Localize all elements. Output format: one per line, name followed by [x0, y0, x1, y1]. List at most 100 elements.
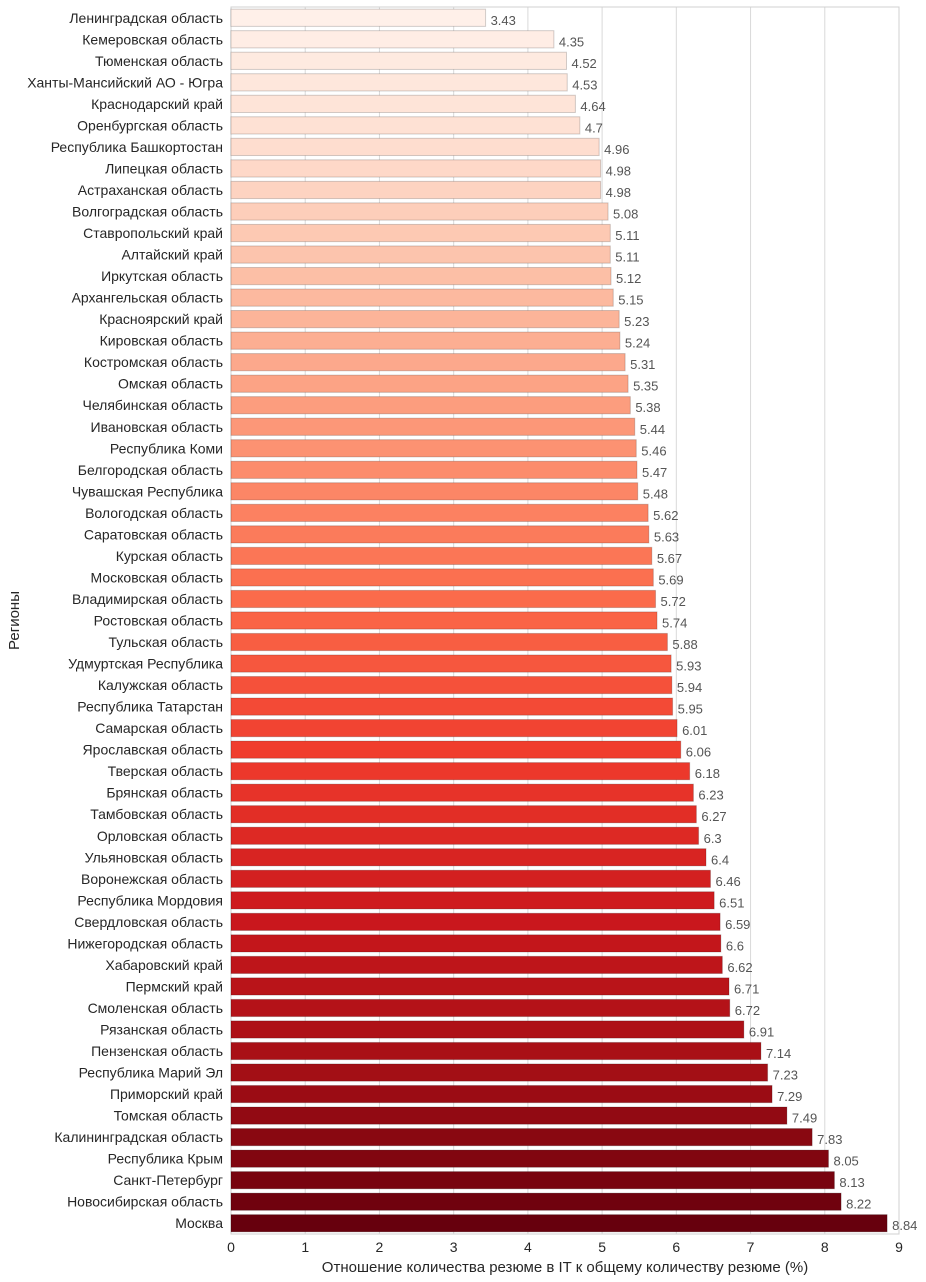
- category-label: Нижегородская область: [67, 935, 223, 951]
- bar: [230, 546, 653, 566]
- data-label: 7.83: [817, 1132, 842, 1147]
- category-label: Воронежская область: [81, 871, 223, 887]
- bar: [230, 525, 650, 544]
- bar: [230, 977, 730, 996]
- category-label: Республика Крым: [108, 1151, 223, 1167]
- data-label: 7.23: [773, 1068, 798, 1083]
- data-label: 6.6: [726, 938, 744, 953]
- data-label: 8.84: [892, 1218, 917, 1233]
- bar: [230, 869, 711, 888]
- bar: [230, 568, 654, 587]
- bar: [230, 482, 639, 501]
- bar: [230, 51, 567, 70]
- x-axis-ticks: 0 1 2 3 4 5 6 7 8 9: [227, 1239, 903, 1255]
- bar: [230, 353, 626, 372]
- category-label: Тюменская область: [95, 53, 223, 69]
- category-label: Республика Марий Эл: [79, 1065, 223, 1081]
- bar: [230, 697, 674, 716]
- data-label: 5.63: [654, 529, 679, 544]
- bar: [230, 159, 602, 178]
- bar: [230, 288, 614, 307]
- bar: [230, 719, 678, 738]
- bar: [230, 805, 697, 824]
- bar: [230, 675, 673, 695]
- bar: [230, 611, 658, 630]
- category-label: Рязанская область: [100, 1022, 223, 1038]
- data-label: 5.46: [641, 443, 666, 458]
- data-label: 4.96: [604, 142, 629, 157]
- data-label: 6.01: [682, 723, 707, 738]
- category-label: Тульская область: [109, 634, 223, 650]
- x-tick-label: 1: [301, 1239, 309, 1255]
- bar: [230, 116, 581, 135]
- category-label: Тамбовская область: [90, 806, 223, 822]
- x-tick-label: 7: [747, 1239, 755, 1255]
- data-label: 7.29: [777, 1089, 802, 1104]
- category-label: Республика Татарстан: [77, 699, 223, 715]
- category-label: Брянская область: [106, 785, 223, 801]
- bar: [230, 396, 631, 415]
- category-label: Владимирская область: [72, 591, 223, 607]
- bar: [230, 266, 612, 286]
- x-axis-title: Отношение количества резюме в IT к общем…: [322, 1259, 808, 1276]
- bar: [230, 137, 600, 157]
- bar: [230, 245, 611, 264]
- category-label: Кемеровская область: [82, 31, 223, 47]
- x-tick-label: 9: [895, 1239, 903, 1255]
- data-label: 6.91: [749, 1025, 774, 1040]
- bar: [230, 654, 672, 673]
- data-label: 6.23: [698, 788, 723, 803]
- category-label: Орловская область: [97, 828, 223, 844]
- category-label: Смоленская область: [88, 1000, 223, 1016]
- data-label: 4.35: [559, 34, 584, 49]
- bar: [230, 460, 638, 479]
- data-label: 8.05: [833, 1154, 858, 1169]
- bar: [230, 331, 621, 350]
- category-label: Москва: [175, 1215, 223, 1231]
- category-label: Омская область: [118, 376, 223, 392]
- data-label: 4.98: [606, 163, 631, 178]
- data-label: 6.51: [719, 895, 744, 910]
- data-label: 7.14: [766, 1046, 791, 1061]
- data-label: 4.52: [571, 56, 596, 71]
- category-label: Калужская область: [98, 677, 223, 693]
- category-label: Калининградская область: [54, 1129, 223, 1145]
- data-label: 5.38: [635, 400, 660, 415]
- category-label: Ленинградская область: [69, 10, 223, 26]
- data-label: 5.48: [643, 486, 668, 501]
- category-label: Архангельская область: [72, 290, 223, 306]
- category-label: Красноярский край: [99, 311, 223, 327]
- bar: [230, 1192, 842, 1211]
- bar: [230, 632, 668, 652]
- category-label: Ивановская область: [91, 419, 223, 435]
- x-tick-label: 6: [672, 1239, 680, 1255]
- category-label: Ставропольский край: [83, 225, 223, 241]
- category-label: Кировская область: [100, 333, 223, 349]
- category-label: Ростовская область: [94, 613, 223, 629]
- x-tick-label: 2: [376, 1239, 384, 1255]
- data-label: 6.46: [715, 874, 740, 889]
- data-label: 4.7: [585, 120, 603, 135]
- data-label: 6.27: [701, 809, 726, 824]
- data-label: 5.12: [616, 271, 641, 286]
- data-label: 5.11: [615, 228, 639, 243]
- data-label: 6.06: [686, 745, 711, 760]
- category-label: Волгоградская область: [72, 204, 223, 220]
- x-tick-label: 4: [524, 1239, 532, 1255]
- bar: [230, 202, 609, 221]
- data-label: 6.18: [695, 766, 720, 781]
- category-label: Ханты-Мансийский АО - Югра: [27, 74, 223, 90]
- x-tick-label: 8: [821, 1239, 829, 1255]
- data-label: 4.98: [606, 185, 631, 200]
- bar: [230, 740, 682, 759]
- category-label: Санкт-Петербург: [113, 1172, 223, 1188]
- category-label: Приморский край: [110, 1086, 223, 1102]
- category-label: Республика Башкортостан: [51, 139, 223, 155]
- data-label: 4.64: [580, 99, 605, 114]
- bar: [230, 503, 649, 522]
- bar: [230, 848, 707, 867]
- category-label: Свердловская область: [74, 914, 223, 930]
- x-tick-label: 5: [598, 1239, 606, 1255]
- data-label: 5.62: [653, 508, 678, 523]
